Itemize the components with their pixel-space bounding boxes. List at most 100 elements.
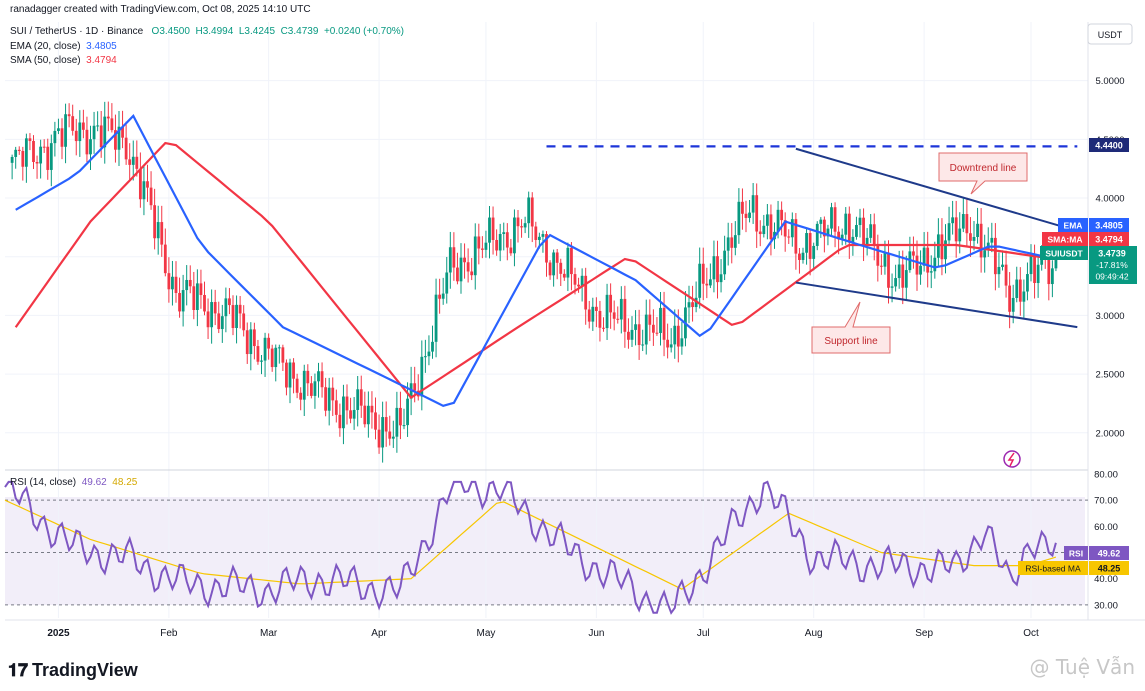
candle-body <box>1033 255 1036 284</box>
candle-body <box>758 231 762 235</box>
candle-body <box>969 233 972 241</box>
candle-body <box>256 346 260 362</box>
candle-body <box>327 387 331 411</box>
candle-body <box>961 214 965 229</box>
candle-body <box>1022 291 1026 302</box>
candle-body <box>594 306 598 311</box>
candle-body <box>548 262 552 276</box>
candle-body <box>616 318 620 320</box>
candle-body <box>1050 268 1054 285</box>
candle-body <box>944 240 947 260</box>
candle-body <box>890 286 894 288</box>
candle-body <box>872 224 876 246</box>
time-tick-label: Mar <box>260 628 278 639</box>
candle-body <box>552 252 556 276</box>
time-tick-label: Jul <box>697 628 710 639</box>
rsi-tick-label: 30.00 <box>1094 600 1118 611</box>
candle-body <box>705 283 709 286</box>
symbol-tag-change: -17.81% <box>1096 260 1128 270</box>
candle-body <box>680 338 684 347</box>
candle-body <box>231 305 235 329</box>
rsi-ma-line <box>4 499 1057 590</box>
ema-tag-name: EMA <box>1064 221 1083 231</box>
candle-body <box>114 130 117 150</box>
candle-body <box>812 245 816 259</box>
ema-tag: EMA 3.4805 <box>1058 218 1129 232</box>
candle-body <box>755 195 759 232</box>
candle-body <box>306 370 310 384</box>
rsi-line <box>4 480 1057 615</box>
candle-body <box>438 294 442 299</box>
candle-body <box>527 197 531 224</box>
sma-legend[interactable]: SMA (50, close) 3.4794 <box>10 55 117 66</box>
candle-body <box>726 237 730 251</box>
lightning-icon[interactable] <box>1003 450 1021 468</box>
candle-body <box>281 347 285 363</box>
candle-body <box>983 250 987 258</box>
rsi-ma-tag-name: RSI-based MA <box>1025 564 1081 574</box>
candle-body <box>299 392 303 400</box>
symbol-line: SUI / TetherUS · 1D · Binance O3.4500 H3… <box>10 26 404 37</box>
tradingview-brand[interactable]: 𝟏𝟕 TradingView <box>8 660 138 681</box>
candle-body <box>85 129 89 155</box>
ohlc-high: H3.4994 <box>195 26 234 37</box>
candle-body <box>309 383 313 396</box>
price-tick-label: 5.0000 <box>1095 76 1124 87</box>
sma-tag-name: SMA:MA <box>1048 235 1083 245</box>
candle-body <box>24 138 28 167</box>
ohlc-close: C3.4739 <box>280 26 319 37</box>
candle-body <box>673 325 677 345</box>
candle-body <box>199 283 203 295</box>
candle-body <box>822 219 826 237</box>
candle-body <box>391 436 395 439</box>
candle-body <box>57 128 60 131</box>
rsi-legend[interactable]: RSI (14, close) 49.62 48.25 <box>10 477 137 488</box>
candle-body <box>356 389 360 410</box>
candle-body <box>295 378 299 393</box>
candle-body <box>174 276 178 293</box>
candle-body <box>801 252 805 260</box>
candle-body <box>224 298 228 317</box>
candle-body <box>245 330 249 355</box>
candle-body <box>748 212 751 218</box>
candle-body <box>865 237 869 245</box>
candle-body <box>338 414 342 429</box>
candle-body <box>826 228 830 237</box>
candle-body <box>883 252 887 267</box>
candle-body <box>808 233 812 259</box>
candle-body <box>60 128 64 147</box>
candle-body <box>537 236 541 240</box>
candle-body <box>833 207 837 232</box>
candle-body <box>117 126 121 150</box>
candle-body <box>979 223 983 258</box>
rsi-legend-label: RSI (14, close) <box>10 477 77 488</box>
ema-legend[interactable]: EMA (20, close) 3.4805 <box>10 41 117 52</box>
candle-body <box>128 159 132 165</box>
candle-body <box>716 256 719 283</box>
candle-body <box>480 248 484 250</box>
candle-body <box>659 307 662 334</box>
candle-body <box>345 396 349 411</box>
candle-body <box>53 130 57 144</box>
candle-body <box>185 279 189 291</box>
rsi-tag-value: 49.62 <box>1098 549 1121 559</box>
candle-body <box>89 139 92 155</box>
candle-body <box>926 247 930 273</box>
candle-body <box>637 324 641 346</box>
candle-body <box>798 253 801 260</box>
candle-body <box>395 407 399 437</box>
sma-tag-value: 3.4794 <box>1095 235 1123 245</box>
candle-body <box>570 247 573 275</box>
candle-body <box>912 251 915 256</box>
candle-body <box>206 311 210 328</box>
candle-body <box>733 235 737 248</box>
currency-button[interactable]: USDT <box>1087 23 1133 45</box>
candle-body <box>64 114 67 147</box>
candle-body <box>545 234 548 263</box>
candle-body <box>676 325 680 347</box>
candle-body <box>377 429 381 448</box>
candle-body <box>46 146 50 170</box>
candle-body <box>92 125 96 140</box>
candle-body <box>894 278 898 287</box>
